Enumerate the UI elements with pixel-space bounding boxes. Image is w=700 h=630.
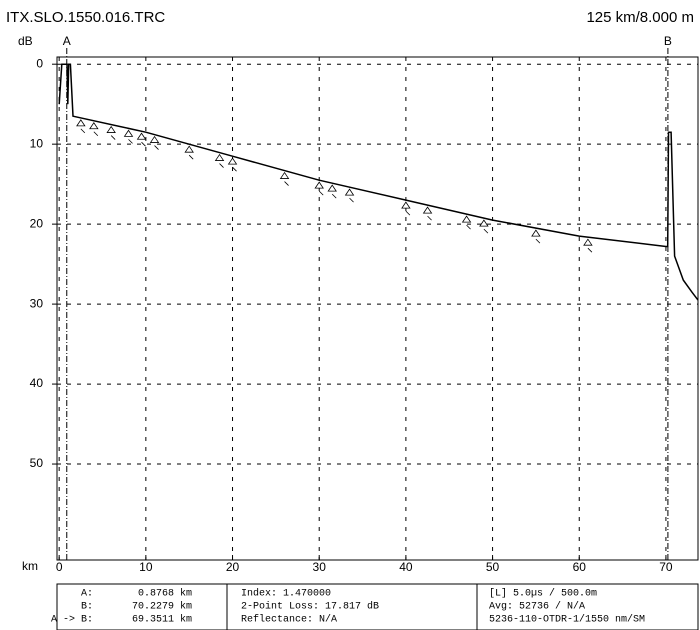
x-tick-label: 70 xyxy=(659,560,673,574)
event-marker xyxy=(76,119,86,134)
x-tick-label: 30 xyxy=(313,560,327,574)
event-marker xyxy=(106,125,116,140)
info-box xyxy=(56,583,699,630)
event-marker xyxy=(314,181,324,196)
y-tick-label: 10 xyxy=(30,136,44,150)
y-tick-label: 50 xyxy=(30,456,44,470)
y-axis-label: dB xyxy=(18,34,33,48)
y-tick-label: 0 xyxy=(36,56,43,70)
event-marker xyxy=(479,219,489,234)
event-marker xyxy=(227,157,238,172)
x-axis-label: km xyxy=(22,559,38,573)
event-marker xyxy=(344,188,355,203)
event-marker xyxy=(149,135,160,150)
plot-frame xyxy=(56,56,699,561)
cursor-label: A xyxy=(63,34,71,48)
info-text: 2-Point Loss: 17.817 dB xyxy=(241,601,379,613)
event-marker xyxy=(279,171,290,186)
y-tick-label: 30 xyxy=(30,296,44,310)
y-tick-label: 20 xyxy=(30,216,44,230)
event-marker xyxy=(214,153,225,168)
x-tick-label: 20 xyxy=(226,560,240,574)
x-tick-label: 10 xyxy=(139,560,153,574)
info-label: A: xyxy=(81,589,93,600)
info-value: 69.3511 km xyxy=(132,614,192,626)
event-marker xyxy=(123,129,134,144)
event-marker xyxy=(89,122,99,137)
event-marker xyxy=(422,206,433,221)
trace xyxy=(58,63,699,301)
cursor-label: B xyxy=(664,34,672,48)
event-marker xyxy=(583,238,593,253)
chart-subtitle: 125 km/8.000 m xyxy=(586,9,694,26)
x-tick-label: 60 xyxy=(573,560,587,574)
x-tick-label: 40 xyxy=(399,560,413,574)
x-tick-label: 50 xyxy=(486,560,500,574)
x-tick-label: 0 xyxy=(56,560,63,574)
event-marker xyxy=(327,184,337,199)
info-text: Index: 1.470000 xyxy=(241,588,331,600)
info-value: 70.2279 km xyxy=(132,601,192,613)
info-text: [L] 5.0µs / 500.0m xyxy=(489,588,597,600)
info-label: A -> B: xyxy=(51,615,93,626)
event-marker xyxy=(184,145,194,160)
info-text: 5236-110-OTDR-1/1550 nm/SM xyxy=(489,614,645,626)
info-text: Reflectance: N/A xyxy=(241,614,337,626)
info-label: B: xyxy=(81,602,93,613)
event-marker xyxy=(531,229,541,244)
event-marker xyxy=(401,201,411,216)
info-value: 0.8768 km xyxy=(138,588,192,600)
info-text: Avg: 52736 / N/A xyxy=(489,601,585,613)
y-tick-label: 40 xyxy=(30,376,44,390)
event-marker xyxy=(461,215,472,230)
event-marker xyxy=(136,132,147,147)
chart-title: ITX.SLO.1550.016.TRC xyxy=(6,9,165,26)
